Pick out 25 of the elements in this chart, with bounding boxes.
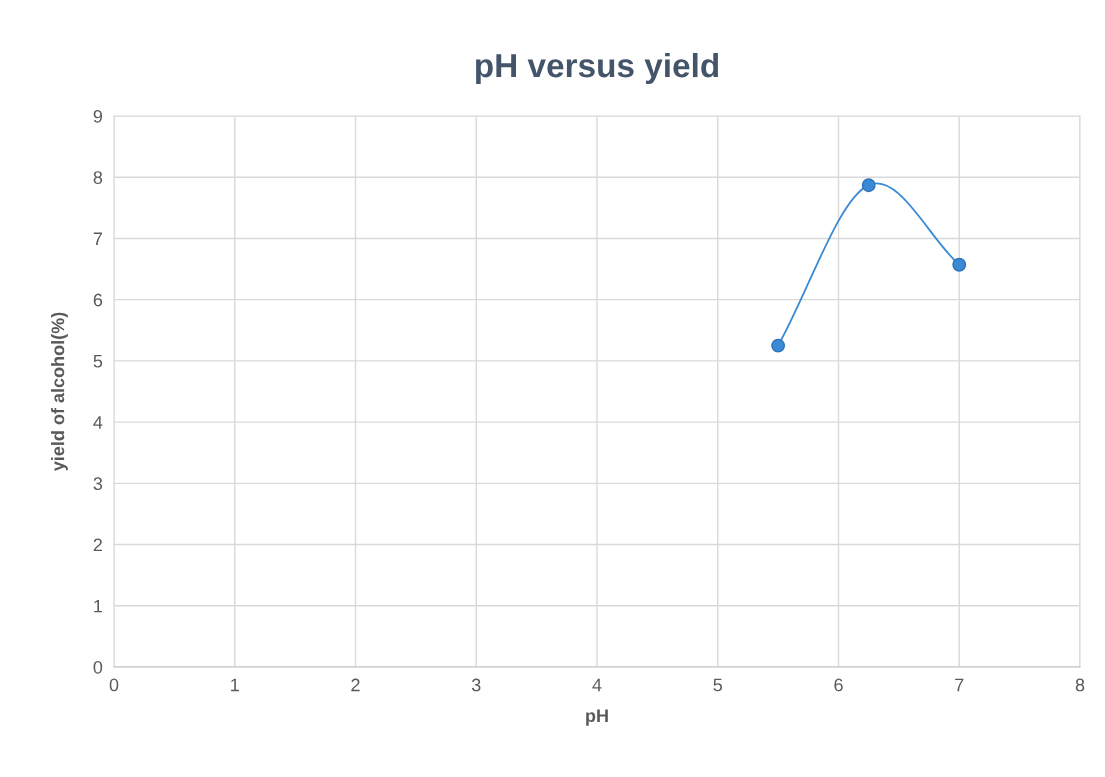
x-tick-label: 1 [231,678,239,692]
y-axis-title: yield of alcohol(%) [51,312,68,472]
x-tick-label: 4 [592,678,602,692]
point [952,257,967,272]
x-tick-label: 2 [351,678,360,692]
chart-title: pH versus yield [476,52,719,85]
x-axis-title: pH [586,709,608,726]
y-tick-label: 3 [93,477,103,491]
y-tick-label: 4 [93,416,103,429]
y-tick-label: 5 [93,355,103,368]
y-tick-label: 0 [93,660,103,674]
y-tick-label: 8 [93,171,103,184]
x-tick-label: 8 [1075,678,1085,692]
point [771,338,786,353]
y-tick-label: 6 [93,293,103,307]
y-tick-label: 7 [93,232,102,245]
y-tick-label: 9 [93,109,103,123]
x-tick-label: 0 [109,678,119,692]
x-tick-label: 6 [834,678,843,692]
point [861,178,876,193]
x-tick-label: 7 [955,678,964,692]
x-tick-label: 5 [713,678,723,692]
y-tick-label: 1 [94,599,103,613]
x-tick-label: 3 [471,678,481,692]
y-tick-label: 2 [93,538,102,552]
